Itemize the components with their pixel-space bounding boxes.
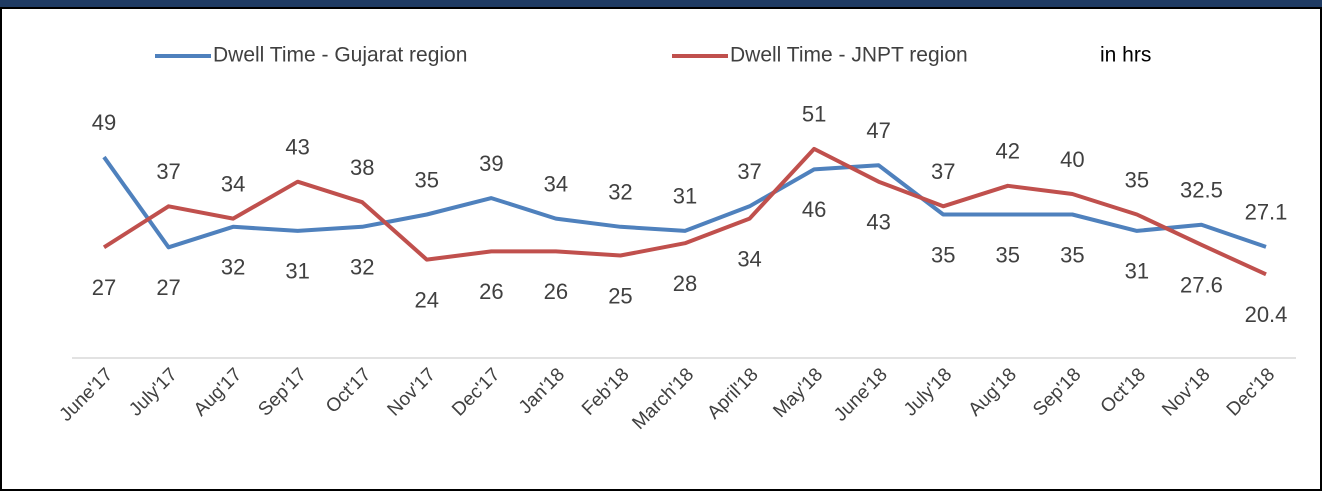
data-label: 37 xyxy=(931,159,955,184)
x-tick-label: Feb'18 xyxy=(578,364,634,420)
data-label: 39 xyxy=(479,151,503,176)
x-tick-label: June'18 xyxy=(830,364,891,425)
data-label: 32 xyxy=(608,180,632,205)
data-label: 31 xyxy=(285,259,309,284)
x-tick-label: July'17 xyxy=(125,364,181,420)
legend-label: Dwell Time - Gujarat region xyxy=(213,44,467,67)
data-label: 37 xyxy=(737,159,761,184)
data-label: 42 xyxy=(996,139,1020,164)
x-tick-label: July'18 xyxy=(900,364,956,420)
x-tick-label: Jan'18 xyxy=(515,364,569,418)
data-label: 40 xyxy=(1060,147,1084,172)
x-tick-label: Sep'18 xyxy=(1029,364,1085,420)
x-tick-label: Dec'17 xyxy=(448,364,504,420)
data-label: 47 xyxy=(866,118,890,143)
data-label: 20.4 xyxy=(1245,302,1288,327)
series-line xyxy=(102,155,1267,250)
x-tick-label: May'18 xyxy=(769,364,827,422)
data-label: 32 xyxy=(350,255,374,280)
data-label: 28 xyxy=(673,271,697,296)
x-tick-label: March'18 xyxy=(628,364,698,434)
x-tick-label: Dec'18 xyxy=(1223,364,1279,420)
data-label: 32 xyxy=(221,255,245,280)
x-tick-label: Oct'18 xyxy=(1097,364,1150,417)
data-label: 31 xyxy=(1125,259,1149,284)
x-tick-label: Oct'17 xyxy=(322,364,375,417)
data-label: 27.6 xyxy=(1180,273,1223,298)
x-tick-label: June'17 xyxy=(56,364,117,425)
data-label: 51 xyxy=(802,102,826,127)
unit-note: in hrs xyxy=(1100,44,1151,67)
data-label: 31 xyxy=(673,184,697,209)
data-label: 26 xyxy=(479,279,503,304)
data-label: 37 xyxy=(156,159,180,184)
data-label: 43 xyxy=(866,210,890,235)
data-label: 38 xyxy=(350,155,374,180)
data-label: 46 xyxy=(802,197,826,222)
x-tick-label: Aug'17 xyxy=(190,364,246,420)
data-label: 49 xyxy=(92,110,116,135)
x-tick-label: Nov'18 xyxy=(1158,364,1214,420)
data-label: 26 xyxy=(544,279,568,304)
data-label: 27.1 xyxy=(1245,200,1288,225)
data-label: 34 xyxy=(221,171,245,196)
x-tick-label: Nov'17 xyxy=(384,364,440,420)
series-line xyxy=(102,146,1267,277)
x-tick-label: Aug'18 xyxy=(965,364,1021,420)
data-label: 35 xyxy=(1060,242,1084,267)
frame xyxy=(0,7,1322,491)
data-label: 35 xyxy=(996,242,1020,267)
top-bar xyxy=(0,0,1322,8)
data-label: 34 xyxy=(544,171,568,196)
data-label: 24 xyxy=(415,287,439,312)
data-label: 35 xyxy=(415,167,439,192)
data-label: 35 xyxy=(931,242,955,267)
legend-label: Dwell Time - JNPT region xyxy=(730,44,968,67)
data-label: 27 xyxy=(92,275,116,300)
data-label: 43 xyxy=(285,135,309,160)
data-label: 35 xyxy=(1125,167,1149,192)
data-label: 32.5 xyxy=(1180,178,1223,203)
data-label: 34 xyxy=(737,246,761,271)
data-label: 27 xyxy=(156,275,180,300)
x-tick-label: April'18 xyxy=(703,364,762,423)
data-label: 25 xyxy=(608,283,632,308)
x-tick-label: Sep'17 xyxy=(254,364,310,420)
